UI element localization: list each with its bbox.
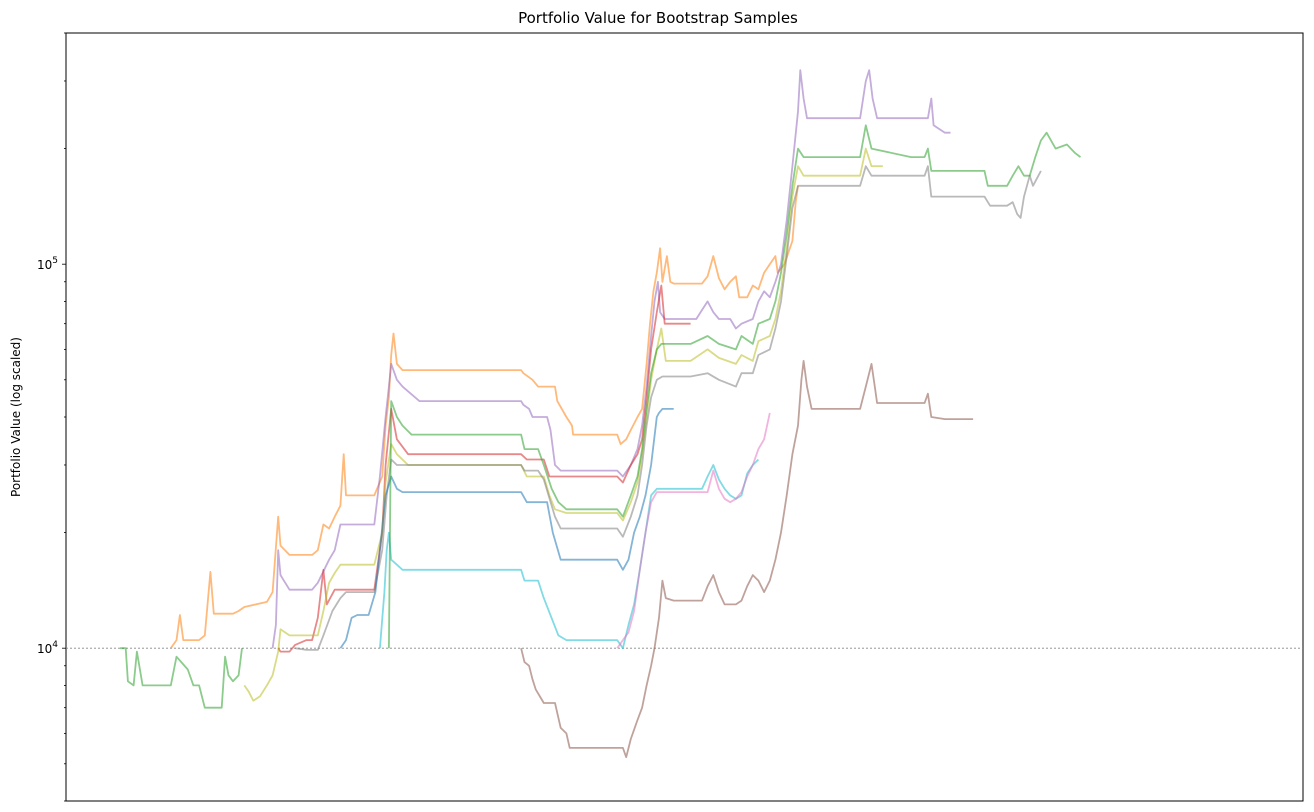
series-line-11 <box>388 124 1082 649</box>
y-tick-label: 105 <box>37 256 58 272</box>
y-tick-label: 104 <box>37 640 58 656</box>
y-major-ticks: 104 105 <box>37 256 66 656</box>
series-line-5 <box>243 147 883 702</box>
series-line-10 <box>520 359 974 759</box>
y-axis-label: Portfolio Value (log scaled) <box>9 337 23 497</box>
series-line-3 <box>271 69 951 649</box>
series-line-2 <box>170 185 799 649</box>
series-lines <box>120 69 1082 759</box>
series-line-8 <box>379 458 760 650</box>
plot-area: 104 105 <box>37 32 1304 802</box>
series-line-9 <box>616 412 771 649</box>
series-line-4 <box>277 284 691 653</box>
y-minor-ticks <box>64 32 66 802</box>
plot-frame <box>65 32 1304 802</box>
chart-title: Portfolio Value for Bootstrap Samples <box>518 9 798 27</box>
series-line-1 <box>120 647 243 709</box>
series-line-7 <box>339 407 674 649</box>
series-line-6 <box>294 165 1042 651</box>
